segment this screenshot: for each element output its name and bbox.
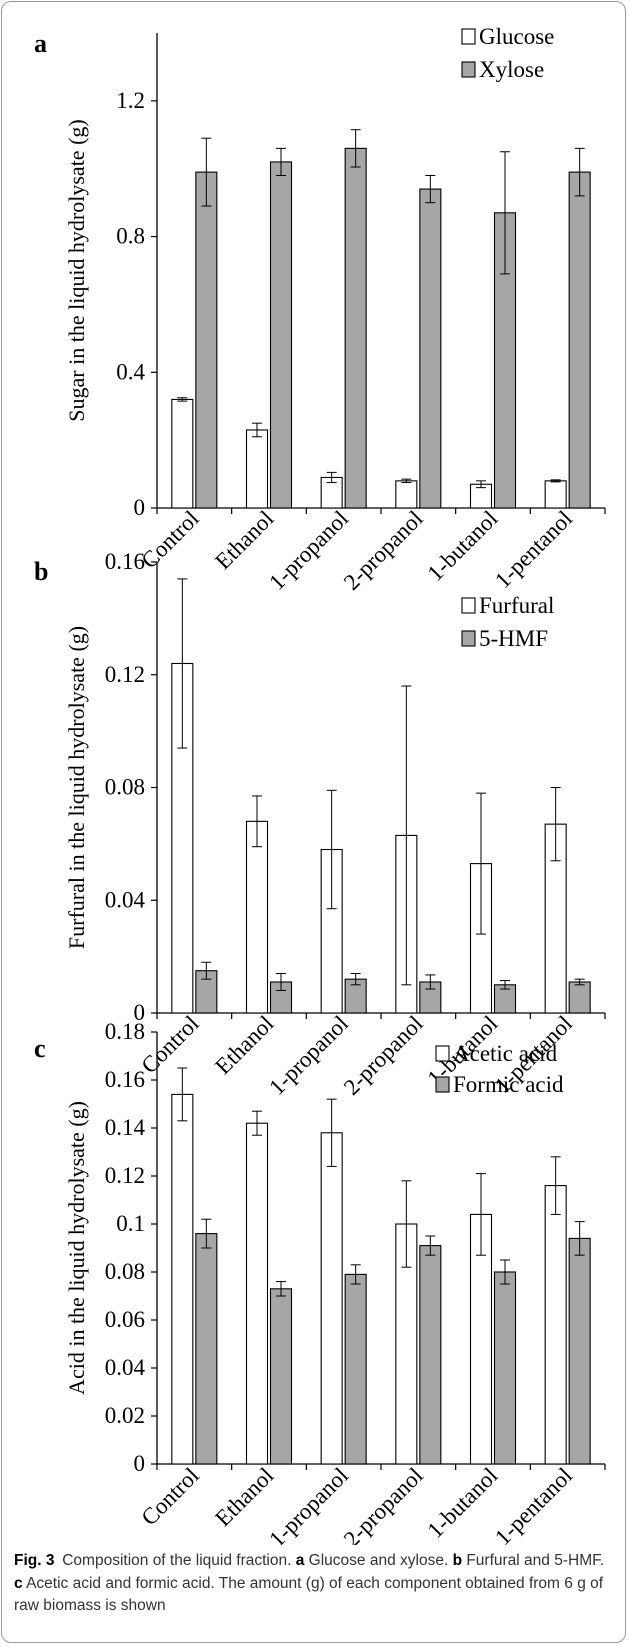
chart-panel-c: c 0 0.02 0.04 0.06 0.08 0.1 0.12 0.14 0.16 0.18 Con… (34, 1019, 606, 1545)
y-tick-label: 0.16 (105, 549, 145, 574)
y-tick-label: 0.02 (105, 1403, 145, 1428)
x-category-label: Ethanol (210, 1463, 278, 1531)
legend-swatch (435, 1045, 450, 1062)
panel-letter-a: a (34, 29, 47, 58)
caption-part-text-a: Glucose and xylose. (308, 1552, 449, 1569)
bar-a-glucose-1 (245, 429, 269, 509)
bar-c-acetic-acid-1 (245, 1122, 269, 1465)
y-tick-label: 0.04 (105, 1355, 146, 1380)
figure-caption: Fig. 3 Composition of the liquid fractio… (14, 1550, 614, 1618)
legend-label: Xylose (479, 57, 544, 82)
y-tick-label: 0 (134, 1000, 146, 1025)
caption-part-letter-a: a (295, 1552, 305, 1569)
y-tick-label: 0 (134, 1451, 146, 1476)
bar-a-glucose-5 (544, 480, 567, 509)
x-category-label: Control (136, 1463, 203, 1530)
x-category-label: 1-pentanol (490, 1463, 577, 1545)
x-category-label: Control (136, 506, 203, 573)
legend-swatch (461, 28, 476, 45)
x-category-label: 1-pentanol (490, 506, 577, 593)
caption-part-text-b: Furfural and 5-HMF. (466, 1552, 605, 1569)
y-axis-title: Furfural in the liquid hydrolysate (g) (64, 626, 89, 949)
bar-a-glucose-3 (395, 480, 418, 509)
caption-part-letter-b: b (452, 1552, 463, 1569)
x-category-label: 2-propanol (339, 506, 428, 595)
y-axis-title: Sugar in the liquid hydrolysate (g) (64, 119, 89, 421)
y-tick-label: 0.08 (105, 775, 145, 800)
y-tick-label: 0 (134, 495, 146, 520)
legend-label: Acetic acid (453, 1041, 558, 1066)
bar-c-acetic-acid-5 (544, 1185, 567, 1465)
bar-a-xylose-5 (568, 171, 591, 509)
x-category-label: 1-propanol (264, 1011, 353, 1100)
bar-c-formic-acid-4 (493, 1271, 517, 1465)
y-tick-label: 0.12 (105, 662, 145, 687)
x-category-label: 2-propanol (339, 1011, 428, 1100)
x-category-label: Control (136, 1011, 203, 1078)
caption-part-letter-c: c (14, 1574, 23, 1592)
legend-label: Glucose (479, 24, 554, 49)
bar-a-xylose-0 (195, 171, 218, 509)
y-tick-label: 0.08 (105, 1259, 145, 1284)
y-tick-label: 0.04 (105, 887, 146, 912)
bar-c-formic-acid-1 (269, 1288, 293, 1465)
legend-swatch (435, 1076, 450, 1093)
caption-part-text-c: Acetic acid and formic acid. The amount … (14, 1574, 604, 1615)
y-tick-label: 0.06 (105, 1307, 145, 1332)
y-tick-label: 1.2 (116, 88, 145, 113)
caption-title: Composition of the liquid fraction. (62, 1552, 292, 1569)
bar-c-formic-acid-3 (419, 1245, 442, 1465)
bar-c-acetic-acid-2 (320, 1132, 343, 1465)
y-tick-label: 0.16 (105, 1067, 145, 1092)
x-category-label: Ethanol (210, 1011, 278, 1079)
y-tick-label: 0.12 (105, 1163, 145, 1188)
caption-figure-label: Fig. 3 (14, 1552, 55, 1569)
legend-swatch (461, 597, 476, 614)
bar-c-acetic-acid-0 (171, 1093, 194, 1465)
x-category-label: 1-propanol (264, 506, 353, 595)
y-axis-title: Acid in the liquid hydrolysate (g) (64, 1101, 89, 1395)
legend-swatch (461, 630, 476, 647)
y-tick-label: 0.1 (116, 1211, 145, 1236)
y-tick-label: 0.18 (105, 1019, 145, 1044)
legend-swatch (461, 61, 476, 78)
bar-b-5-hmf-5 (568, 981, 591, 1014)
bar-b-furfural-1 (245, 820, 269, 1014)
chart-panel-a: a 0 0.4 0.8 1.2 Control Ethanol1-propanol2-pro… (34, 24, 606, 595)
x-category-label: Ethanol (210, 506, 278, 574)
bar-a-xylose-3 (419, 188, 442, 509)
bar-c-formic-acid-5 (568, 1237, 591, 1465)
panel-letter-c: c (34, 1034, 46, 1063)
bar-c-formic-acid-2 (344, 1273, 367, 1465)
bar-a-xylose-2 (344, 147, 367, 509)
y-tick-label: 0.8 (116, 224, 145, 249)
x-category-label: 2-propanol (339, 1463, 428, 1545)
panel-letter-b: b (34, 557, 48, 586)
y-tick-label: 0.14 (105, 1115, 146, 1140)
legend-label: 5-HMF (479, 626, 548, 651)
bar-a-glucose-0 (171, 398, 194, 509)
bar-c-formic-acid-0 (195, 1233, 218, 1465)
y-tick-label: 0.4 (116, 359, 145, 384)
legend-label: Furfural (479, 593, 554, 618)
legend-label: Formic acid (453, 1072, 564, 1097)
bar-a-xylose-1 (269, 161, 293, 509)
